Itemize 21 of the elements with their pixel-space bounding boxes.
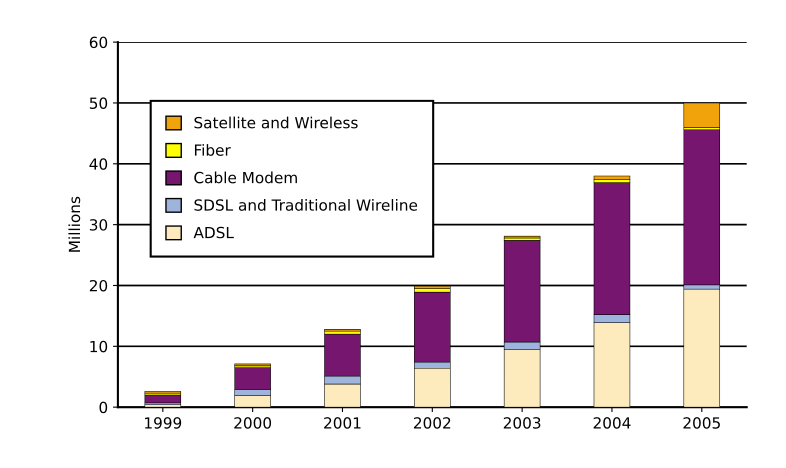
y-tick-label: 0: [99, 402, 108, 414]
y-tick-label: 30: [90, 219, 108, 231]
x-tick-label: 1999: [145, 417, 182, 429]
y-tick-label: 40: [89, 158, 108, 170]
x-tick-label: 2005: [683, 417, 720, 429]
legend-label: Fiber: [194, 144, 231, 156]
y-tick-label: 10: [90, 340, 108, 352]
x-tick-label: 2001: [324, 417, 360, 429]
x-tick-label: 2000: [234, 417, 272, 429]
legend-label: Cable Modem: [194, 172, 297, 184]
bar: [594, 176, 630, 180]
x-tick-label: 2002: [414, 417, 450, 429]
y-axis-title: Millions: [68, 196, 80, 252]
x-tick-label: 2004: [594, 417, 631, 429]
x-tick-label: 2003: [504, 417, 540, 429]
y-tick-label: 50: [90, 97, 108, 109]
legend-label: SDSL and Traditional Wireline: [194, 199, 418, 211]
legend-label: ADSL: [194, 226, 234, 238]
y-tick-label: 60: [90, 36, 108, 48]
legend-label: Satellite and Wireless: [194, 116, 358, 128]
y-tick-label: 20: [90, 280, 108, 292]
